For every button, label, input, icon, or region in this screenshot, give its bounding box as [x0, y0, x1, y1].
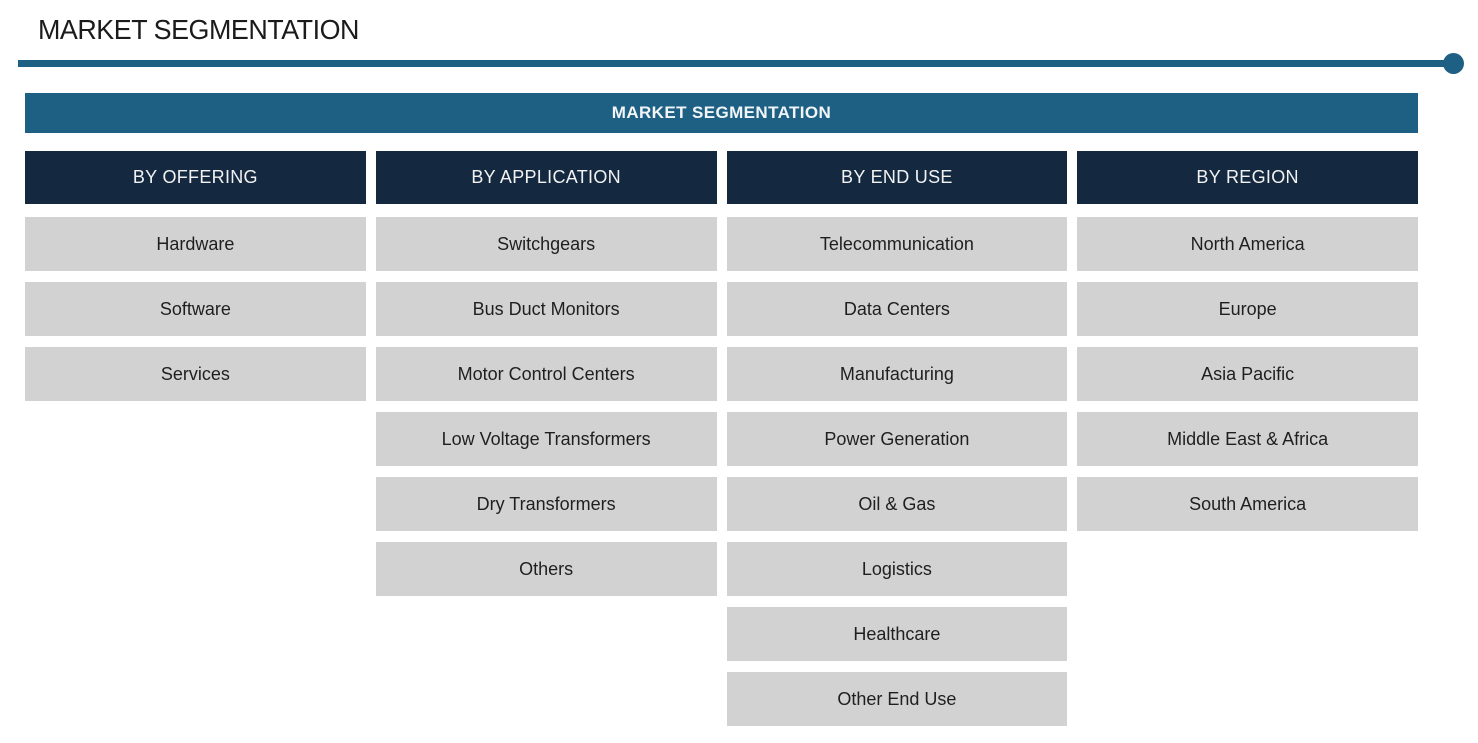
column-header-by-application: BY APPLICATION [375, 151, 717, 204]
segment-item: Data Centers [726, 282, 1068, 336]
segment-item: Hardware [25, 217, 366, 271]
segment-item: Oil & Gas [726, 477, 1068, 531]
segment-item: Low Voltage Transformers [375, 412, 717, 466]
segment-item: Software [25, 282, 366, 336]
page-title: MARKET SEGMENTATION [38, 14, 359, 45]
segment-item: Motor Control Centers [375, 347, 717, 401]
segment-item: Other End Use [726, 672, 1068, 726]
segment-item: Switchgears [375, 217, 717, 271]
segment-item: Logistics [726, 542, 1068, 596]
column-header-by-region: BY REGION [1077, 151, 1418, 204]
column-by-offering: BY OFFERING Hardware Software Services [25, 151, 366, 737]
segment-item: Asia Pacific [1077, 347, 1418, 401]
segment-item: Dry Transformers [375, 477, 717, 531]
segment-item: North America [1077, 217, 1418, 271]
title-divider [18, 52, 1464, 74]
segmentation-columns: BY OFFERING Hardware Software Services B… [25, 151, 1418, 737]
segment-item: Telecommunication [726, 217, 1068, 271]
column-by-region: BY REGION North America Europe Asia Paci… [1077, 151, 1418, 737]
divider-line [18, 59, 1446, 67]
segment-item: Manufacturing [726, 347, 1068, 401]
divider-endpoint-dot-icon [1443, 52, 1464, 74]
segment-item: Services [25, 347, 366, 401]
segment-item: Europe [1077, 282, 1418, 336]
column-header-by-offering: BY OFFERING [25, 151, 366, 204]
column-by-end-use: BY END USE Telecommunication Data Center… [726, 151, 1068, 737]
segment-item: Bus Duct Monitors [375, 282, 717, 336]
segment-item: Power Generation [726, 412, 1068, 466]
column-by-application: BY APPLICATION Switchgears Bus Duct Moni… [375, 151, 717, 737]
segment-item: Healthcare [726, 607, 1068, 661]
segment-item: Others [375, 542, 717, 596]
segment-item: South America [1077, 477, 1418, 531]
segmentation-banner: MARKET SEGMENTATION [25, 93, 1418, 133]
segment-item: Middle East & Africa [1077, 412, 1418, 466]
column-header-by-end-use: BY END USE [726, 151, 1068, 204]
